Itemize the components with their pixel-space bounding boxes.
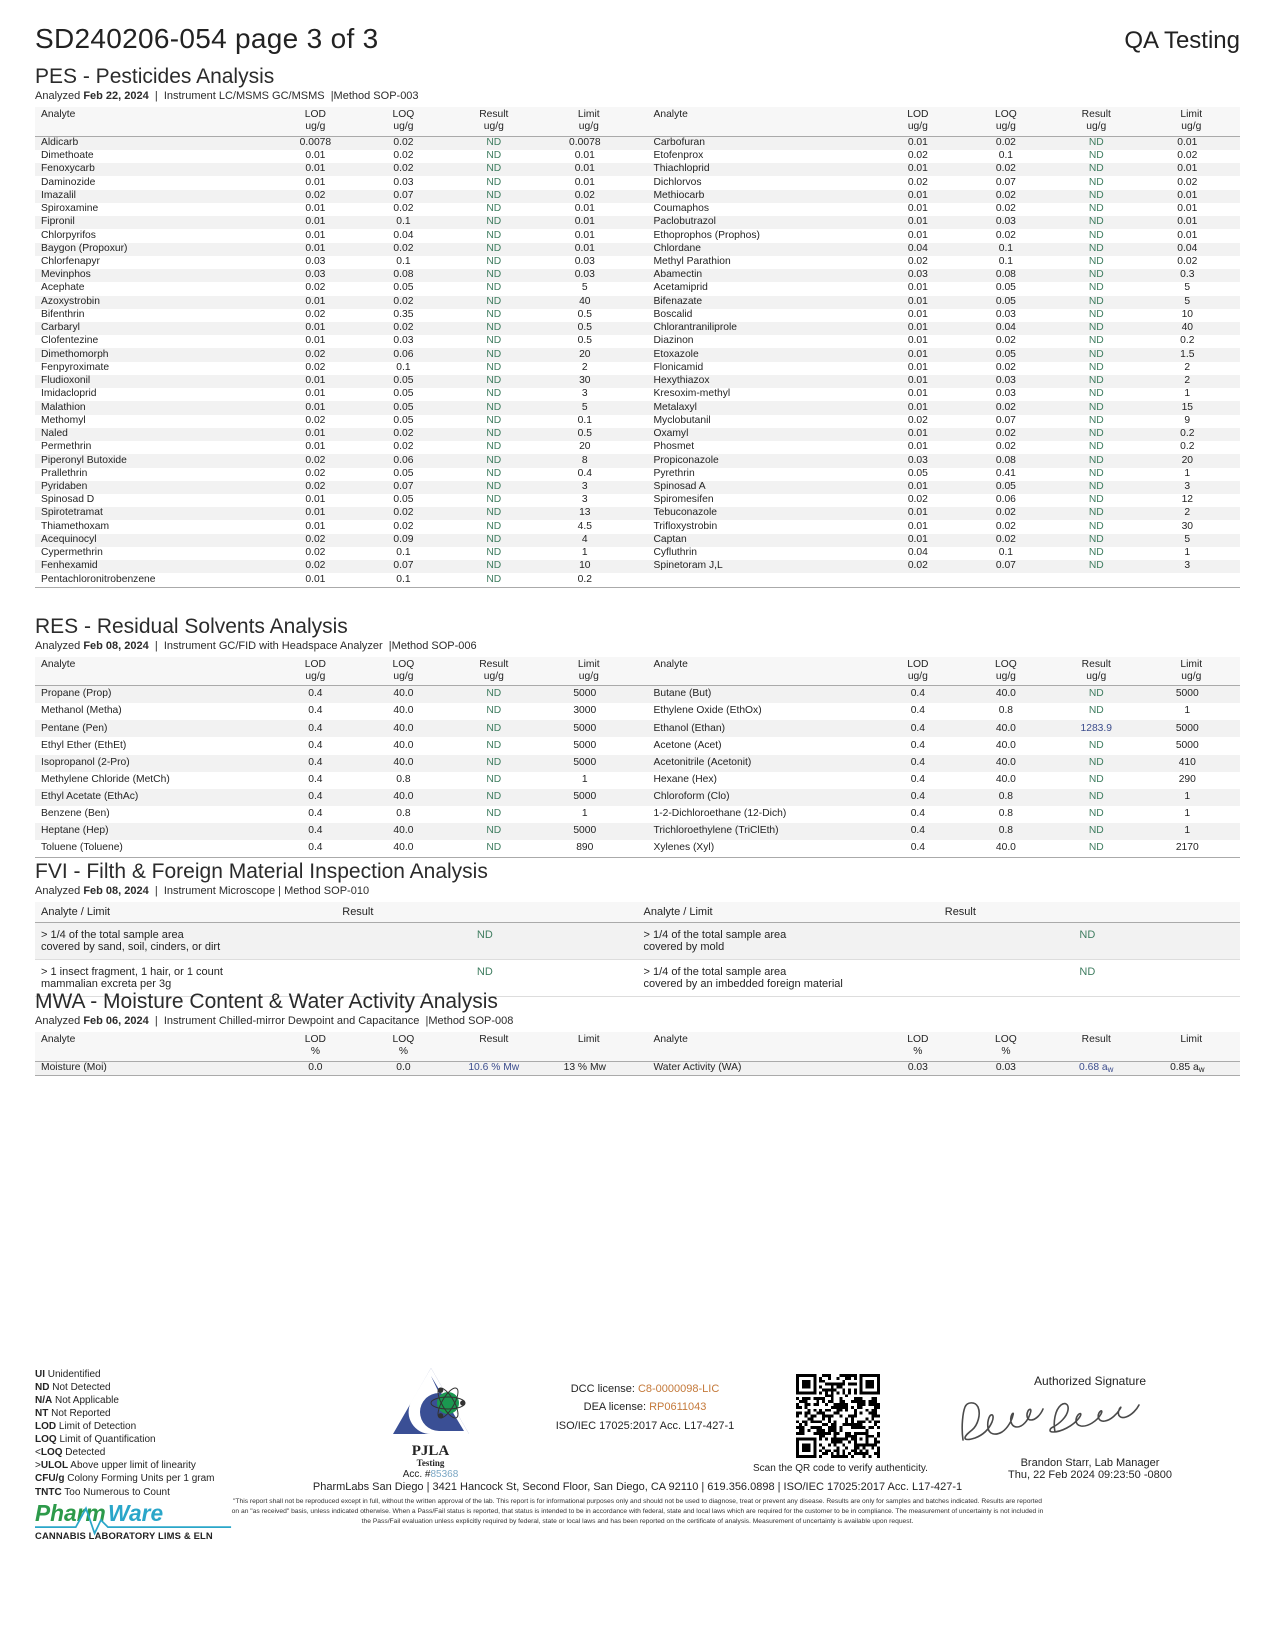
svg-text:CANNABIS LABORATORY LIMS & ELN: CANNABIS LABORATORY LIMS & ELN [35, 1530, 213, 1541]
svg-text:Ware: Ware [108, 1500, 164, 1526]
svg-text:Pharm: Pharm [35, 1500, 106, 1526]
